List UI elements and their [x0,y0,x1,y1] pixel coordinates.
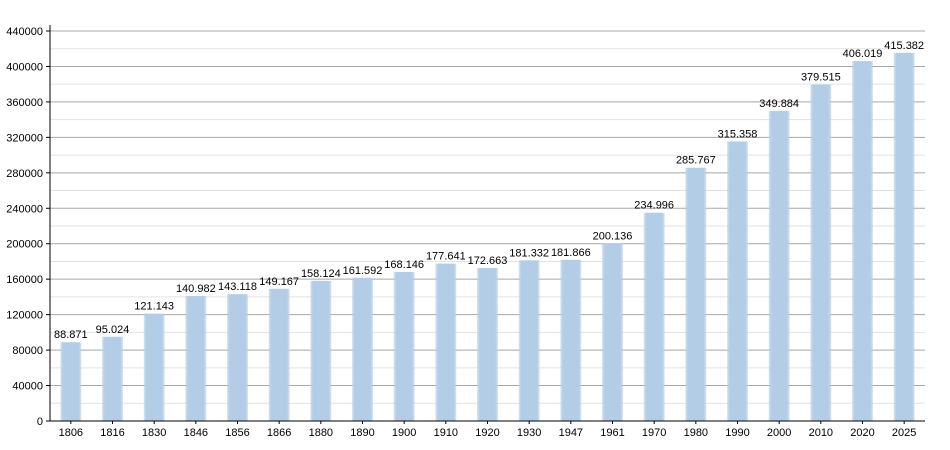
y-tick-label: 0 [37,416,43,428]
bar [185,296,207,421]
bar-value-label: 349.884 [759,98,799,110]
x-tick-label: 1856 [225,427,249,439]
y-tick-label: 80000 [12,345,43,357]
bar [560,259,582,421]
x-tick-label: 1990 [725,427,749,439]
bar [310,280,332,421]
x-tick-label: 2025 [892,427,916,439]
bar [893,52,915,422]
bar-value-label: 177.641 [426,251,466,263]
bar-value-label: 200.136 [593,231,633,243]
bar [518,260,540,421]
y-tick-label: 200000 [6,239,43,251]
x-tick-label: 1890 [350,427,374,439]
x-tick-label: 1910 [434,427,458,439]
bar-value-label: 95.024 [96,324,130,336]
bar [352,277,373,421]
y-tick-label: 120000 [6,310,43,322]
bar [102,336,123,421]
x-tick-label: 1806 [59,427,83,439]
x-tick-label: 1920 [475,427,499,439]
bar-value-label: 88.871 [54,329,88,341]
bar-value-label: 315.358 [718,128,758,140]
y-tick-label: 280000 [6,168,43,180]
bar [685,167,707,421]
bar-value-label: 181.866 [551,247,591,259]
bar-value-label: 161.592 [343,265,383,277]
x-tick-label: 1900 [392,427,416,439]
bar [435,263,457,421]
x-tick-label: 1866 [267,427,291,439]
x-tick-label: 1961 [600,427,624,439]
bar-value-label: 143.118 [218,281,257,293]
bar-value-label: 121.143 [134,301,174,313]
bar-value-label: 285.767 [676,155,716,167]
x-tick-label: 1980 [684,427,708,439]
y-tick-label: 40000 [12,381,43,393]
bars [60,52,915,422]
bar [852,61,873,422]
bar-value-label: 415.382 [884,40,924,52]
bar [60,342,82,421]
bar-value-label: 406.019 [843,48,883,60]
bar-value-label: 168.146 [384,259,424,271]
x-tick-label: 1930 [517,427,541,439]
y-tick-label: 160000 [6,274,43,286]
x-tick-label: 2000 [767,427,791,439]
bar [477,267,498,421]
bar [768,110,790,421]
y-tick-label: 400000 [6,61,43,73]
bar [268,288,290,421]
y-tick-label: 360000 [6,97,43,109]
x-tick-label: 1970 [642,427,666,439]
y-tick-label: 440000 [6,26,43,38]
y-tick-label: 240000 [6,203,43,215]
bar-value-label: 379.515 [801,72,841,84]
bar-value-label: 172.663 [468,255,508,267]
axes: 0 40000 80000 120000 160000 200000 240000 28000… [6,25,925,439]
bar [227,294,248,421]
bar [810,84,832,422]
bar-value-label: 149.167 [259,276,299,288]
x-tick-label: 1846 [184,427,208,439]
x-tick-label: 2020 [850,427,874,439]
bar-value-label: 181.332 [509,247,549,259]
x-tick-label: 1830 [142,427,166,439]
bar [643,212,665,421]
x-tick-label: 1880 [309,427,333,439]
bar [602,243,623,421]
x-tick-label: 1947 [559,427,583,439]
bar [393,271,415,421]
bar-value-label: 140.982 [176,283,216,295]
bar-value-label: 234.996 [634,200,674,212]
x-tick-label: 1816 [100,427,124,439]
y-tick-label: 320000 [6,132,43,144]
bar [143,313,165,421]
x-tick-label: 2010 [809,427,833,439]
bar [727,141,748,421]
bar-value-label: 158.124 [301,268,341,280]
